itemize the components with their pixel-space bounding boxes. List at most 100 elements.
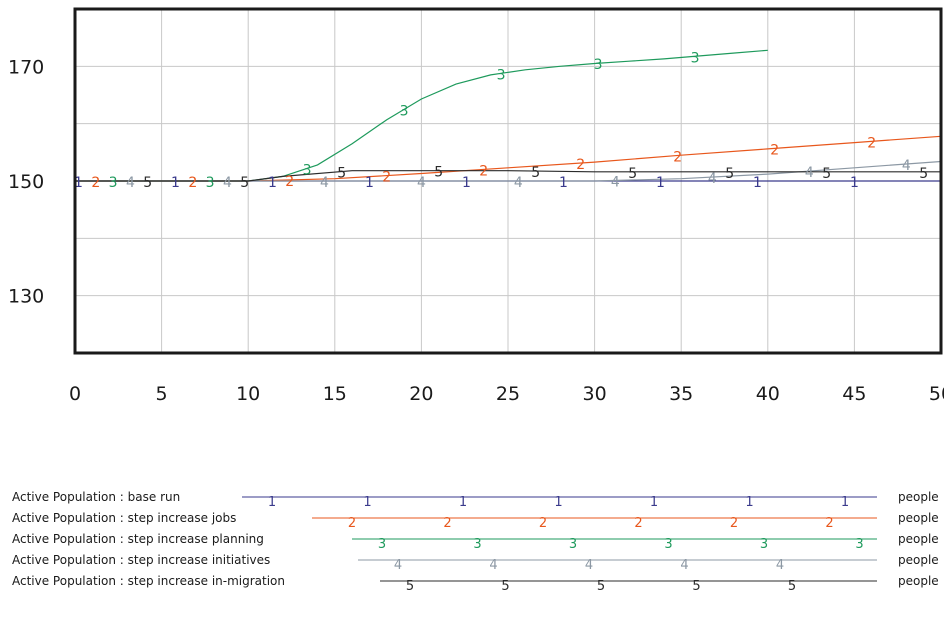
series-marker-3: 3 bbox=[206, 175, 215, 191]
series-marker-5: 5 bbox=[628, 166, 637, 182]
x-tick-label: 50 bbox=[929, 383, 944, 405]
legend-marker-2: 2 bbox=[634, 516, 642, 531]
legend-unit-4: people bbox=[898, 553, 939, 567]
legend-marker-5: 5 bbox=[788, 579, 796, 594]
legend-marker-3: 3 bbox=[473, 537, 481, 552]
legend-label-4: Active Population : step increase initia… bbox=[12, 553, 270, 567]
legend-marker-1: 1 bbox=[650, 495, 658, 510]
series-marker-4: 4 bbox=[514, 175, 523, 191]
x-tick-label: 15 bbox=[323, 383, 347, 405]
legend-marker-1: 1 bbox=[745, 495, 753, 510]
legend-unit-1: people bbox=[898, 490, 939, 504]
series-marker-4: 4 bbox=[417, 175, 426, 191]
series-marker-1: 1 bbox=[753, 175, 762, 191]
series-marker-1: 1 bbox=[74, 175, 83, 191]
y-tick-label: 130 bbox=[8, 286, 44, 308]
x-tick-label: 35 bbox=[669, 383, 693, 405]
x-tick-label: 40 bbox=[756, 383, 780, 405]
series-marker-4: 4 bbox=[320, 175, 329, 191]
series-marker-3: 3 bbox=[594, 57, 603, 73]
legend-marker-3: 3 bbox=[664, 537, 672, 552]
series-line-4 bbox=[75, 160, 942, 182]
series-marker-1: 1 bbox=[171, 175, 180, 191]
legend-unit-2: people bbox=[898, 511, 939, 525]
x-tick-label: 0 bbox=[69, 383, 81, 405]
x-tick-label: 5 bbox=[156, 383, 168, 405]
legend-marker-1: 1 bbox=[363, 495, 371, 510]
legend-marker-2: 2 bbox=[443, 516, 451, 531]
legend-marker-2: 2 bbox=[825, 516, 833, 531]
series-marker-2: 2 bbox=[576, 157, 585, 173]
legend-marker-2: 2 bbox=[539, 516, 547, 531]
legend-marker-3: 3 bbox=[760, 537, 768, 552]
legend-label-1: Active Population : base run bbox=[12, 490, 180, 504]
series-marker-2: 2 bbox=[673, 149, 682, 165]
series-marker-3: 3 bbox=[497, 67, 506, 83]
series-marker-4: 4 bbox=[611, 174, 620, 190]
series-line-2 bbox=[75, 135, 942, 182]
legend-marker-4: 4 bbox=[489, 558, 497, 573]
legend-marker-5: 5 bbox=[501, 579, 509, 594]
x-tick-label: 20 bbox=[409, 383, 433, 405]
legend-marker-3: 3 bbox=[378, 537, 386, 552]
legend-marker-1: 1 bbox=[459, 495, 467, 510]
series-marker-5: 5 bbox=[240, 175, 249, 191]
series-marker-4: 4 bbox=[902, 158, 911, 174]
legend-unit-3: people bbox=[898, 532, 939, 546]
legend-marker-4: 4 bbox=[585, 558, 593, 573]
series-marker-1: 1 bbox=[268, 175, 277, 191]
series-marker-2: 2 bbox=[285, 174, 294, 190]
series-marker-5: 5 bbox=[822, 166, 831, 182]
series-marker-1: 1 bbox=[462, 175, 471, 191]
series-marker-5: 5 bbox=[434, 165, 443, 181]
legend-marker-5: 5 bbox=[406, 579, 414, 594]
legend-marker-4: 4 bbox=[680, 558, 688, 573]
legend-marker-1: 1 bbox=[554, 495, 562, 510]
series-marker-3: 3 bbox=[400, 103, 409, 119]
series-marker-1: 1 bbox=[365, 175, 374, 191]
series-marker-4: 4 bbox=[126, 175, 135, 191]
series-marker-1: 1 bbox=[559, 175, 568, 191]
legend-label-2: Active Population : step increase jobs bbox=[12, 511, 236, 525]
legend-label-5: Active Population : step increase in-mig… bbox=[12, 574, 285, 588]
series-marker-4: 4 bbox=[805, 165, 814, 181]
lines-layer bbox=[75, 49, 942, 182]
series-marker-2: 2 bbox=[382, 170, 391, 186]
y-tick-label: 150 bbox=[8, 171, 44, 193]
series-marker-1: 1 bbox=[850, 175, 859, 191]
legend-marker-3: 3 bbox=[855, 537, 863, 552]
series-marker-2: 2 bbox=[770, 142, 779, 158]
legend-marker-4: 4 bbox=[776, 558, 784, 573]
legend-marker-2: 2 bbox=[348, 516, 356, 531]
legend-layer: Active Population : base run 1 1 1 1 1 1 1 peopl… bbox=[12, 490, 939, 594]
series-marker-2: 2 bbox=[867, 135, 876, 151]
legend-unit-5: people bbox=[898, 574, 939, 588]
x-tick-label: 30 bbox=[583, 383, 607, 405]
ticks-layer: 05101520253035404550170150130 bbox=[8, 56, 944, 405]
series-marker-2: 2 bbox=[91, 175, 100, 191]
series-marker-5: 5 bbox=[919, 166, 928, 182]
legend-marker-5: 5 bbox=[597, 579, 605, 594]
series-marker-4: 4 bbox=[708, 171, 717, 187]
legend-marker-1: 1 bbox=[841, 495, 849, 510]
legend-marker-3: 3 bbox=[569, 537, 577, 552]
series-marker-1: 1 bbox=[656, 175, 665, 191]
series-marker-5: 5 bbox=[143, 175, 152, 191]
legend-marker-5: 5 bbox=[692, 579, 700, 594]
legend-marker-4: 4 bbox=[394, 558, 402, 573]
x-tick-label: 10 bbox=[236, 383, 260, 405]
x-tick-label: 45 bbox=[842, 383, 866, 405]
series-line-5 bbox=[75, 170, 941, 182]
legend-marker-1: 1 bbox=[268, 495, 276, 510]
series-marker-3: 3 bbox=[691, 50, 700, 66]
y-tick-label: 170 bbox=[8, 56, 44, 78]
x-tick-label: 25 bbox=[496, 383, 520, 405]
series-marker-5: 5 bbox=[531, 165, 540, 181]
series-marker-5: 5 bbox=[337, 166, 346, 182]
series-marker-2: 2 bbox=[188, 175, 197, 191]
series-marker-3: 3 bbox=[109, 175, 118, 191]
legend-label-3: Active Population : step increase planni… bbox=[12, 532, 264, 546]
series-marker-5: 5 bbox=[725, 166, 734, 182]
